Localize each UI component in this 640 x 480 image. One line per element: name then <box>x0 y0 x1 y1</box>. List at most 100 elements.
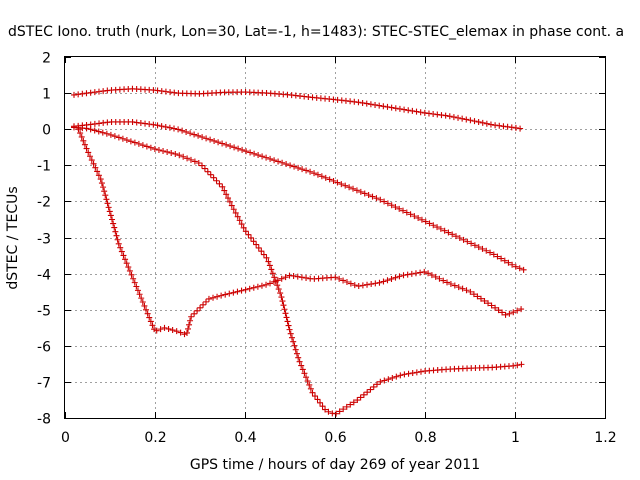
data-point-marker <box>232 209 239 216</box>
data-point-marker <box>518 361 525 368</box>
data-point-marker <box>354 397 361 404</box>
data-point-marker <box>195 132 202 139</box>
data-point-marker <box>459 115 466 122</box>
data-point-marker <box>295 164 302 171</box>
data-point-marker <box>219 183 226 190</box>
data-point-marker <box>509 261 516 268</box>
data-point-marker <box>138 295 145 302</box>
data-point-marker <box>397 372 404 379</box>
data-point-marker <box>238 287 245 294</box>
data-point-marker <box>516 265 523 272</box>
data-point-marker <box>393 373 400 380</box>
data-point-marker <box>115 240 122 247</box>
data-point-marker <box>364 281 371 288</box>
data-point-marker <box>183 329 190 336</box>
data-point-marker <box>330 177 337 184</box>
data-point-marker <box>128 271 135 278</box>
data-point-marker <box>177 329 184 336</box>
data-point-marker <box>155 147 162 154</box>
x-tick-label: 0.2 <box>144 430 166 446</box>
data-point-marker <box>135 140 142 147</box>
data-point-marker <box>396 273 403 280</box>
data-point-marker <box>226 198 233 205</box>
data-point-marker <box>303 274 310 281</box>
data-point-marker <box>388 104 395 111</box>
data-point-marker <box>485 300 492 307</box>
data-point-marker <box>146 314 153 321</box>
data-point-marker <box>499 309 506 316</box>
data-point-marker <box>284 318 291 325</box>
data-point-marker <box>517 125 524 132</box>
data-point-marker <box>404 271 411 278</box>
data-point-marker <box>299 366 306 373</box>
data-point-marker <box>218 292 225 299</box>
data-point-marker <box>100 184 107 191</box>
data-point-marker <box>474 293 481 300</box>
data-point-marker <box>280 302 287 309</box>
y-axis-label: dSTEC / TECUs <box>5 186 21 289</box>
data-point-marker <box>239 146 246 153</box>
data-point-marker <box>372 101 379 108</box>
data-point-marker <box>417 269 424 276</box>
data-point-marker <box>236 217 243 224</box>
data-point-marker <box>235 145 242 152</box>
data-point-marker <box>508 124 515 131</box>
data-point-marker <box>92 164 99 171</box>
data-point-marker <box>460 236 467 243</box>
data-point-marker <box>388 275 395 282</box>
data-point-marker <box>245 231 252 238</box>
data-point-marker <box>380 278 387 285</box>
data-point-marker <box>336 275 343 282</box>
data-point-marker <box>126 267 133 274</box>
data-point-marker <box>506 310 513 317</box>
data-point-marker <box>274 277 281 284</box>
data-point-marker <box>90 160 97 167</box>
data-point-marker <box>396 205 403 212</box>
data-point-marker <box>347 401 354 408</box>
data-point-marker <box>299 166 306 173</box>
data-point-marker <box>463 287 470 294</box>
data-point-marker <box>370 383 377 390</box>
data-point-marker <box>293 350 300 357</box>
y-tick-label: 2 <box>42 51 51 67</box>
data-point-marker <box>87 153 94 160</box>
data-point-marker <box>436 275 443 282</box>
data-point-marker <box>376 279 383 286</box>
data-point-marker <box>133 283 140 290</box>
data-point-marker <box>266 262 273 269</box>
data-point-marker <box>407 211 414 218</box>
data-point-marker <box>384 103 391 110</box>
data-point-marker <box>271 157 278 164</box>
data-point-marker <box>97 176 104 183</box>
data-point-marker <box>191 158 198 165</box>
x-tick-label: 1.2 <box>594 430 616 446</box>
data-point-marker <box>442 112 449 119</box>
data-point-marker <box>475 118 482 125</box>
data-point-marker <box>340 277 347 284</box>
data-point-marker <box>292 346 299 353</box>
data-point-marker <box>215 139 222 146</box>
data-point-marker <box>103 196 110 203</box>
data-point-marker <box>207 171 214 178</box>
data-point-marker <box>285 322 292 329</box>
data-point-marker <box>191 310 198 317</box>
data-point-marker <box>227 143 234 150</box>
data-point-marker <box>388 202 395 209</box>
data-point-marker <box>277 290 284 297</box>
data-point-marker <box>332 274 339 281</box>
data-point-marker <box>165 325 172 332</box>
data-point-marker <box>401 371 408 378</box>
y-tick-label: -4 <box>37 268 51 284</box>
data-point-marker <box>104 200 111 207</box>
data-point-marker <box>283 161 290 168</box>
data-point-marker <box>87 126 94 133</box>
data-point-marker <box>267 280 274 287</box>
data-point-marker <box>282 310 289 317</box>
data-point-marker <box>520 266 527 273</box>
data-point-marker <box>269 270 276 277</box>
data-point-marker <box>322 174 329 181</box>
data-point-marker <box>85 149 92 156</box>
data-point-marker <box>479 245 486 252</box>
data-point-marker <box>403 209 410 216</box>
data-point-marker <box>317 399 324 406</box>
